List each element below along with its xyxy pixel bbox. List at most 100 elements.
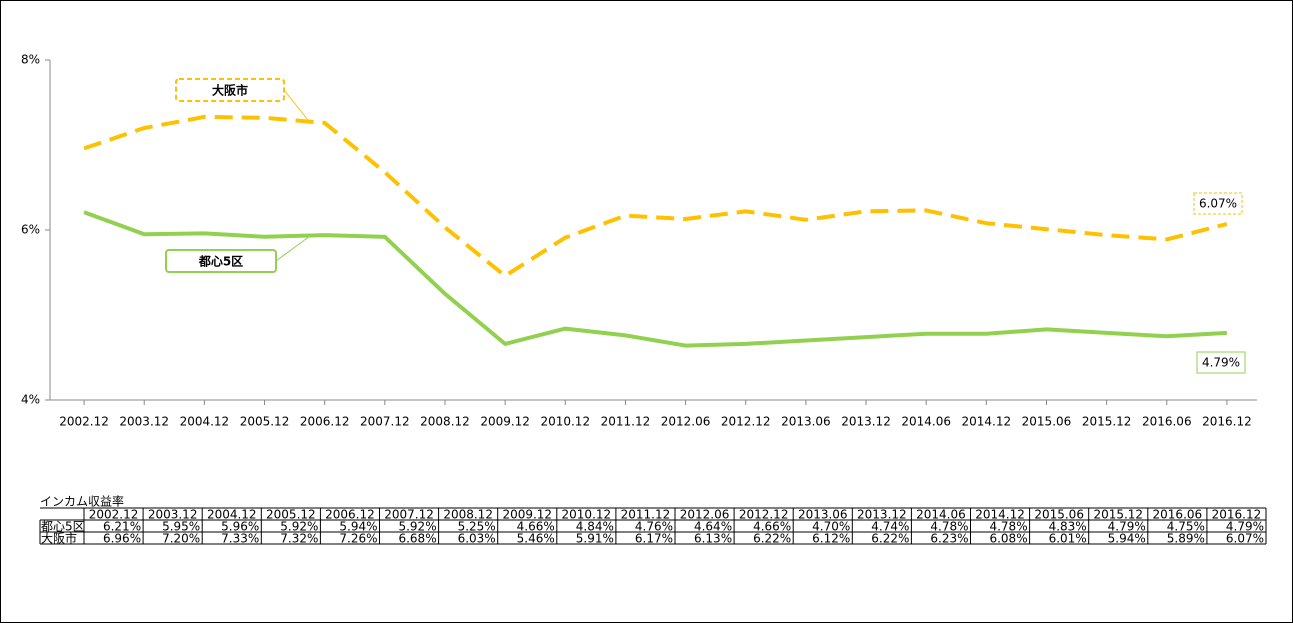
table-cell: 5.94% — [1108, 532, 1146, 546]
x-tick-label: 2011.12 — [601, 415, 651, 429]
table-header: 2013.12 — [857, 508, 907, 522]
table-header: 2014.12 — [975, 508, 1025, 522]
y-tick-label: 4% — [21, 393, 40, 407]
table-cell: 5.25% — [458, 520, 496, 534]
end-label-box — [1196, 351, 1246, 374]
x-tick-label: 2008.12 — [420, 415, 470, 429]
table-cell: 5.94% — [339, 520, 377, 534]
x-tick-label: 2005.12 — [240, 415, 290, 429]
series-label: 大阪市 — [212, 83, 248, 98]
table-cell: 6.68% — [398, 532, 436, 546]
table-cell: 5.92% — [398, 520, 436, 534]
table-cell: 6.01% — [1049, 532, 1087, 546]
table-cell: 4.70% — [812, 520, 850, 534]
table-cell: 6.22% — [871, 532, 909, 546]
table-header: 2013.06 — [798, 508, 848, 522]
table-header: 2016.12 — [1212, 508, 1262, 522]
table-header: 2012.06 — [680, 508, 730, 522]
table-cell: 7.26% — [339, 532, 377, 546]
series-line — [83, 210, 1228, 348]
leader-line — [283, 89, 309, 121]
table-cell: 7.20% — [162, 532, 200, 546]
series-line — [83, 114, 1228, 278]
table-header: 2006.12 — [325, 508, 375, 522]
x-tick-label: 2013.12 — [841, 415, 891, 429]
table-cell: 4.78% — [930, 520, 968, 534]
table-cell: 5.92% — [280, 520, 318, 534]
x-tick-label: 2004.12 — [180, 415, 230, 429]
table-cell: 6.13% — [694, 532, 732, 546]
table-cell: 6.08% — [989, 532, 1027, 546]
table-cell: 4.79% — [1226, 520, 1264, 534]
table-header: 2003.12 — [148, 508, 198, 522]
x-tick-label: 2006.12 — [300, 415, 350, 429]
table-header: 2016.06 — [1153, 508, 1203, 522]
table-header: 2010.12 — [562, 508, 612, 522]
table-cell: 6.22% — [753, 532, 791, 546]
table-header: 2014.06 — [916, 508, 966, 522]
table-header: 2008.12 — [443, 508, 493, 522]
table-cell: 5.96% — [221, 520, 259, 534]
table-cell: 7.32% — [280, 532, 318, 546]
table-header: 2015.12 — [1093, 508, 1143, 522]
callout-box — [175, 78, 285, 102]
table-cell: 4.79% — [1108, 520, 1146, 534]
x-tick-label: 2009.12 — [480, 415, 530, 429]
table-cell: 5.95% — [162, 520, 200, 534]
x-tick-label: 2016.12 — [1202, 415, 1252, 429]
table-cell: 6.23% — [930, 532, 968, 546]
table-cell: 4.76% — [635, 520, 673, 534]
table-header: 2015.06 — [1034, 508, 1084, 522]
x-tick-label: 2002.12 — [59, 415, 109, 429]
table-row-label: 都心5区 — [41, 520, 85, 534]
table-header: 2009.12 — [502, 508, 552, 522]
end-label-box — [1193, 192, 1243, 215]
table-cell: 6.03% — [458, 532, 496, 546]
x-tick-label: 2012.12 — [721, 415, 771, 429]
table-cell: 6.07% — [1226, 532, 1264, 546]
x-tick-label: 2013.06 — [781, 415, 831, 429]
table-title: インカム収益率 — [40, 494, 124, 509]
series-label: 都心5区 — [198, 254, 243, 269]
x-tick-label: 2010.12 — [540, 415, 590, 429]
end-label: 4.79% — [1202, 356, 1240, 370]
table-cell: 6.21% — [103, 520, 141, 534]
table-cell: 5.89% — [1167, 532, 1205, 546]
x-tick-label: 2015.12 — [1082, 415, 1132, 429]
table-cell: 4.64% — [694, 520, 732, 534]
table-cell: 4.74% — [871, 520, 909, 534]
table-cell: 4.83% — [1049, 520, 1087, 534]
table-cell: 4.66% — [753, 520, 791, 534]
table-header: 2005.12 — [266, 508, 316, 522]
table-cell: 5.91% — [576, 532, 614, 546]
y-tick-label: 8% — [21, 53, 40, 67]
leader-line — [275, 235, 311, 262]
x-tick-label: 2014.12 — [962, 415, 1012, 429]
x-tick-label: 2007.12 — [360, 415, 410, 429]
x-tick-label: 2015.06 — [1022, 415, 1072, 429]
x-tick-label: 2012.06 — [661, 415, 711, 429]
table-header: 2011.12 — [621, 508, 671, 522]
end-label: 6.07% — [1199, 197, 1237, 211]
table-header: 2007.12 — [384, 508, 434, 522]
table-header: 2012.12 — [739, 508, 789, 522]
x-tick-label: 2003.12 — [119, 415, 169, 429]
table-cell: 4.78% — [989, 520, 1027, 534]
table-cell: 4.75% — [1167, 520, 1205, 534]
x-tick-label: 2016.06 — [1142, 415, 1192, 429]
table-cell: 6.17% — [635, 532, 673, 546]
table-header: 2004.12 — [207, 508, 257, 522]
table-cell: 5.46% — [517, 532, 555, 546]
table-cell: 4.84% — [576, 520, 614, 534]
table-header: 2002.12 — [89, 508, 139, 522]
table-cell: 4.66% — [517, 520, 555, 534]
x-tick-label: 2014.06 — [901, 415, 951, 429]
y-tick-label: 6% — [21, 223, 40, 237]
table-cell: 6.96% — [103, 532, 141, 546]
table-cell: 7.33% — [221, 532, 259, 546]
table-row-label: 大阪市 — [41, 531, 77, 546]
table-cell: 6.12% — [812, 532, 850, 546]
callout-box — [165, 249, 277, 273]
